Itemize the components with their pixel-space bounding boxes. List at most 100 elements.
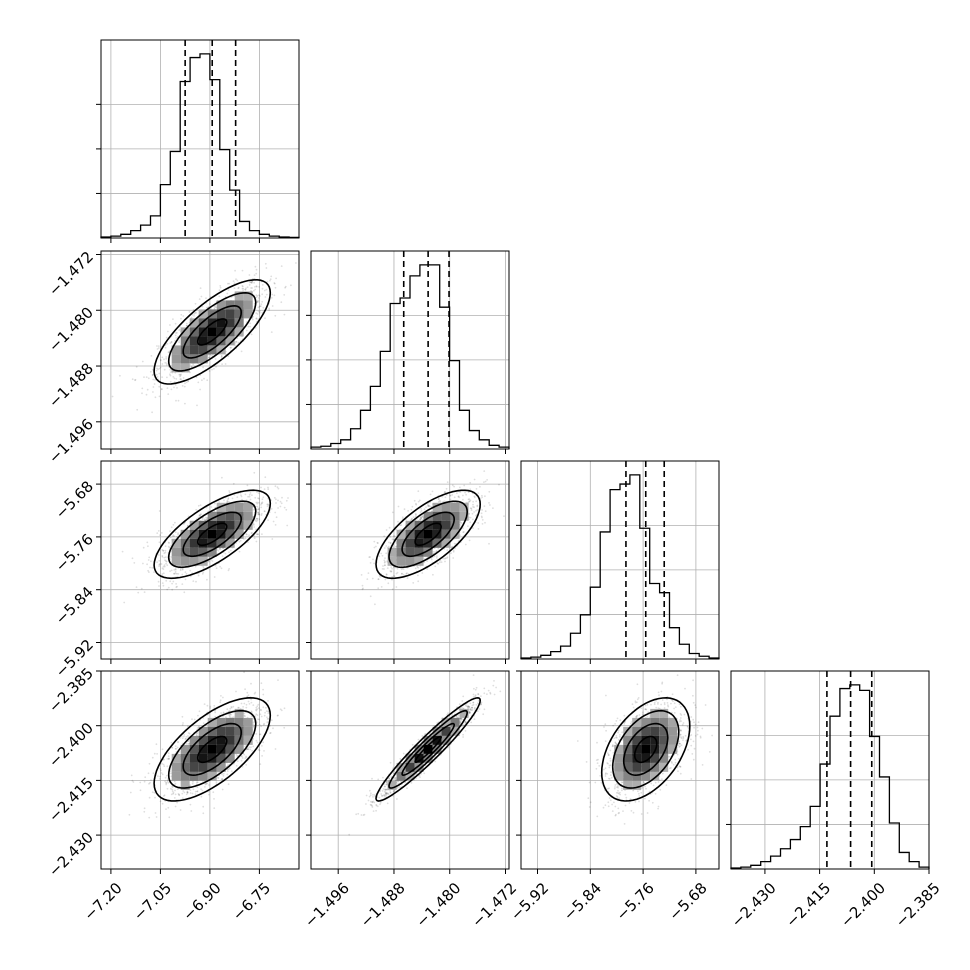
density-cell — [623, 780, 633, 790]
density-cell — [180, 354, 190, 364]
density-cell — [659, 735, 669, 745]
panel-frame — [100, 250, 300, 450]
density-cell — [216, 762, 226, 772]
histogram-0 — [100, 53, 300, 239]
scatter-points — [128, 671, 299, 819]
density-cell — [198, 336, 208, 346]
x-tick-label: −2.385 — [892, 879, 944, 931]
density-cell — [423, 511, 433, 521]
density-cell — [650, 708, 660, 718]
scatter-panel-3-2: −5.92 −5.84 −5.76 −5.68 — [507, 670, 720, 924]
y-tick-label: −5.76 — [52, 530, 97, 575]
histogram-2 — [520, 474, 720, 659]
density-cell — [450, 726, 460, 736]
density-cell — [441, 520, 451, 530]
density-cell — [659, 762, 669, 772]
contour-1-sigma — [401, 511, 456, 558]
panel-frame — [520, 460, 720, 660]
contour-2-sigma — [153, 489, 272, 580]
density-cell — [668, 744, 678, 754]
panel-frame — [100, 460, 300, 660]
density-cell — [432, 735, 442, 745]
density-cell — [432, 511, 442, 521]
density-cell — [216, 529, 226, 539]
density-cell — [650, 762, 660, 772]
density-cell — [189, 547, 199, 557]
contour-1.5-sigma — [611, 709, 680, 789]
contour-0.5-sigma — [414, 735, 443, 764]
density-cell — [641, 762, 651, 772]
density-cell — [216, 744, 226, 754]
density-cell — [171, 354, 181, 364]
density-cell — [650, 753, 660, 763]
density-cell — [207, 717, 217, 727]
scatter-points — [360, 470, 505, 606]
density-cell — [650, 735, 660, 745]
density-cell — [198, 345, 208, 355]
density-cell — [189, 744, 199, 754]
density-cell — [659, 744, 669, 754]
x-tick-label: −5.76 — [613, 879, 658, 924]
y-tick-label: −1.488 — [45, 359, 97, 411]
scatter-panel-3-1: −1.496 −1.488 −1.480 −1.472 — [301, 670, 520, 931]
density-cell — [243, 291, 253, 301]
scatter-points — [111, 262, 297, 414]
density-cell — [450, 511, 460, 521]
density-cell — [171, 762, 181, 772]
density-cell — [216, 300, 226, 310]
x-tick-label: −6.75 — [229, 879, 274, 924]
y-tick-label: −1.496 — [45, 415, 97, 467]
density-cell — [198, 735, 208, 745]
density-cell — [216, 726, 226, 736]
density-cell — [243, 300, 253, 310]
scatter-points — [348, 674, 502, 836]
density-cell — [396, 547, 406, 557]
scatter-points — [576, 671, 713, 825]
density-cell — [623, 753, 633, 763]
density-cell — [180, 780, 190, 790]
panel-frame — [310, 670, 510, 870]
contour-2-sigma — [600, 696, 691, 802]
density-cell — [198, 726, 208, 736]
contour-1.5-sigma — [388, 500, 469, 569]
density-cell — [225, 511, 235, 521]
y-tick-label: −2.415 — [45, 774, 97, 826]
density-cell — [216, 502, 226, 512]
density-cell — [216, 717, 226, 727]
density-cell — [650, 771, 660, 781]
density-cell — [414, 556, 424, 566]
x-tick-label: −1.496 — [301, 879, 353, 931]
density-cell — [405, 520, 415, 530]
density-cell — [414, 547, 424, 557]
density-cell — [234, 300, 244, 310]
density-cell — [180, 345, 190, 355]
density-cell — [171, 556, 181, 566]
density-cell — [189, 345, 199, 355]
density-cell — [207, 327, 217, 337]
contour-2-sigma — [153, 278, 272, 385]
density-cell — [216, 318, 226, 328]
density-cell — [432, 502, 442, 512]
density-cell — [396, 538, 406, 548]
density-cell — [414, 753, 424, 763]
density-cell — [441, 511, 451, 521]
density-cell — [225, 502, 235, 512]
density-cell — [623, 735, 633, 745]
density-cell — [659, 708, 669, 718]
density-cell — [668, 735, 678, 745]
density-cell — [405, 762, 415, 772]
density-cell — [414, 538, 424, 548]
density-cell — [171, 753, 181, 763]
contour-0.5-sigma — [196, 735, 228, 764]
density-cell — [171, 547, 181, 557]
scatter-panel-1-0: −1.496−1.488−1.480−1.472 — [45, 248, 300, 467]
hist-panel-0 — [96, 39, 300, 243]
density-cell — [234, 502, 244, 512]
density-cell — [234, 309, 244, 319]
density-cell — [225, 318, 235, 328]
density-cell — [432, 726, 442, 736]
density-cell — [189, 354, 199, 364]
density-cell — [171, 345, 181, 355]
density-cell — [396, 556, 406, 566]
density-cell — [207, 529, 217, 539]
